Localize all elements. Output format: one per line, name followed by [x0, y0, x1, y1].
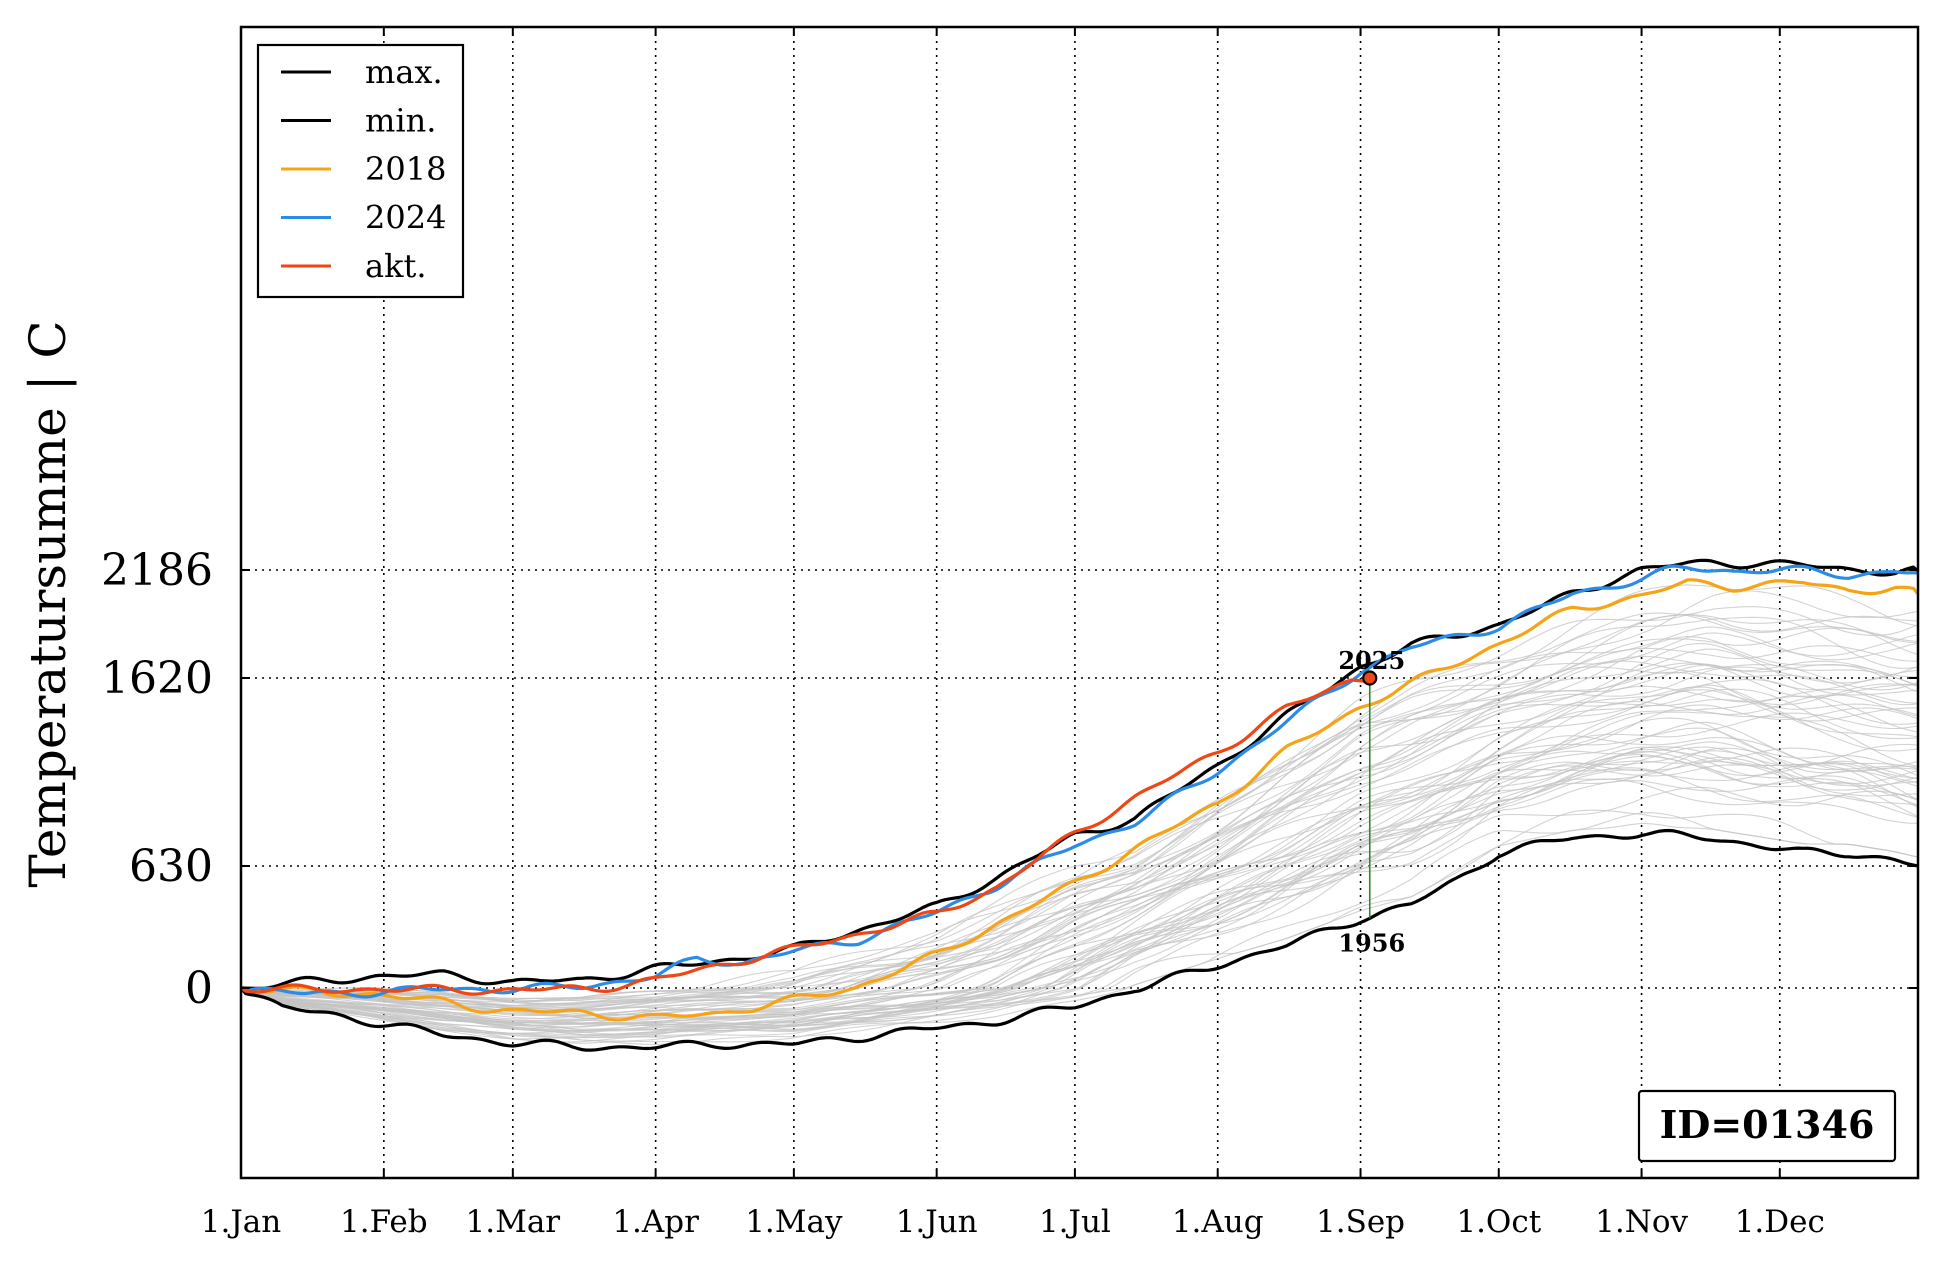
id-box: ID=01346	[1637, 1089, 1897, 1163]
background-year-line	[241, 701, 1918, 1017]
background-year-line	[241, 761, 1918, 1034]
background-year-line	[241, 704, 1918, 1016]
id-box-label: ID=01346	[1660, 1102, 1875, 1147]
background-year-line	[241, 685, 1918, 1020]
x-tick-label: 1.Feb	[340, 1204, 428, 1240]
series-line-min	[241, 828, 1918, 1052]
plot-background	[241, 27, 1918, 1178]
y-tick-label: 1620	[101, 653, 213, 704]
series-lines	[241, 558, 1918, 1052]
axis-ticks: 1.Jan 1.Feb 1.Mar 1.Apr 1.May 1.Jun 1.Jul 1.Aug…	[101, 27, 1918, 1240]
legend-label: max.	[365, 53, 443, 91]
series-line-2018	[241, 578, 1918, 1022]
background-year-line	[241, 627, 1918, 1002]
x-tick-label: 1.Mar	[466, 1204, 561, 1240]
x-tick-label: 1.Oct	[1456, 1204, 1541, 1240]
x-tick-label: 1.May	[745, 1204, 843, 1240]
y-tick-label: 630	[129, 841, 213, 892]
legend-frame	[256, 43, 465, 299]
background-year-line	[241, 712, 1918, 1023]
y-tick-label: 0	[185, 963, 213, 1014]
background-year-line	[241, 663, 1918, 1018]
annotation-current-year: 2025	[1338, 646, 1405, 675]
background-year-line	[241, 775, 1918, 1026]
background-year-line	[241, 822, 1918, 1043]
background-year-line	[241, 741, 1918, 1036]
background-year-line	[241, 614, 1918, 1007]
x-tick-label: 1.Dec	[1735, 1204, 1825, 1240]
id-box-frame	[1637, 1089, 1897, 1163]
background-year-line	[241, 613, 1918, 1005]
y-tick-label: 2186	[101, 545, 213, 596]
y-axis-label: Temperatursumme | C	[19, 320, 77, 887]
x-tick-label: 1.Jan	[201, 1204, 281, 1240]
legend-label: 2018	[365, 150, 446, 188]
legend-items: max. min. 2018 2024 akt.	[281, 53, 446, 285]
legend-label: akt.	[365, 247, 427, 285]
background-year-line	[241, 655, 1918, 1013]
background-year-line	[241, 809, 1918, 1046]
x-tick-label: 1.Nov	[1595, 1204, 1688, 1240]
x-tick-label: 1.Aug	[1172, 1204, 1264, 1240]
legend-label: min.	[365, 102, 436, 140]
background-year-line	[241, 664, 1918, 1007]
background-year-line	[241, 683, 1918, 1020]
plot-frame	[239, 25, 1920, 1180]
x-tick-label: 1.Jun	[896, 1204, 978, 1240]
series-line-akt	[241, 676, 1371, 996]
background-year-line	[241, 778, 1918, 1040]
background-year-lines	[241, 584, 1918, 1046]
series-line-max	[241, 558, 1918, 990]
legend: max. min. 2018 2024 akt.	[256, 43, 465, 299]
annotation-min-year: 1956	[1338, 928, 1405, 957]
current-point-marker	[1362, 670, 1378, 686]
background-year-line	[241, 694, 1918, 1022]
x-tick-label: 1.Apr	[612, 1204, 699, 1240]
x-tick-label: 1.Sep	[1316, 1204, 1405, 1240]
x-tick-label: 1.Jul	[1039, 1204, 1111, 1240]
background-year-line	[241, 747, 1918, 1028]
background-year-line	[241, 747, 1918, 1032]
legend-label: 2024	[365, 199, 446, 237]
background-year-line	[241, 671, 1918, 1010]
